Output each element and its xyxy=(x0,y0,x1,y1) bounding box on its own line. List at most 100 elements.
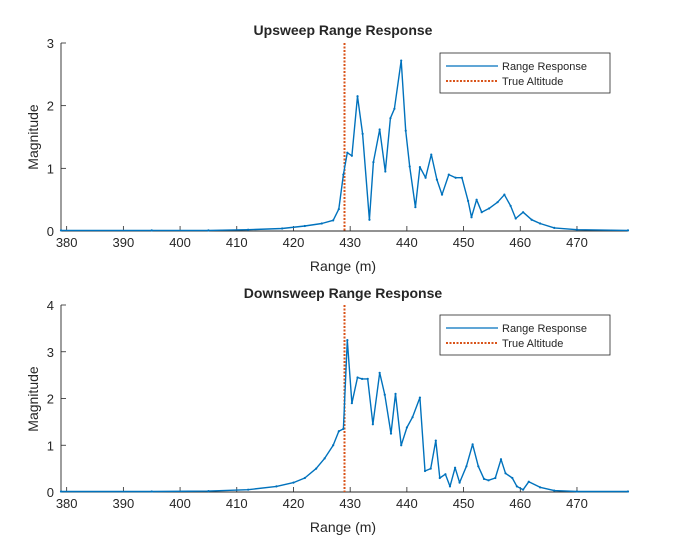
upsweep-range-response-point xyxy=(281,227,284,230)
downsweep-legend: Range Response True Altitude xyxy=(439,314,611,356)
downsweep-range-response-point xyxy=(337,430,340,433)
upsweep-range-response-point xyxy=(332,219,335,222)
downsweep-range-response-point xyxy=(444,473,447,476)
upsweep-range-response-point xyxy=(320,222,323,225)
upsweep-x-tick-label: 430 xyxy=(339,235,361,250)
downsweep-range-response-point xyxy=(346,338,349,342)
upsweep-x-tick-label: 400 xyxy=(169,235,191,250)
downsweep-range-response-point xyxy=(292,481,295,484)
upsweep-legend-box xyxy=(439,52,611,94)
upsweep-range-response-point xyxy=(503,193,506,196)
downsweep-range-response-point xyxy=(418,396,422,399)
downsweep-y-axis-label: Magnitude xyxy=(25,366,41,432)
downsweep-x-tick-label: 420 xyxy=(283,496,305,511)
downsweep-range-response-line xyxy=(61,339,628,493)
downsweep-range-response-point xyxy=(499,458,503,461)
downsweep-plot-area: 380 390 400 410 420 430 440 450 460 470 0 1 2 3 4 xyxy=(47,298,630,511)
upsweep-range-response-point xyxy=(440,193,444,196)
downsweep-range-response-point xyxy=(465,465,468,468)
downsweep-range-response-point xyxy=(575,490,579,493)
downsweep-range-response-point xyxy=(553,489,556,492)
downsweep-range-response-point xyxy=(487,479,490,482)
upsweep-range-response-point xyxy=(408,165,411,168)
downsweep-x-tick-label: 410 xyxy=(226,496,248,511)
upsweep-x-tick-label: 420 xyxy=(283,235,305,250)
downsweep-range-response-point xyxy=(303,476,306,480)
downsweep-x-axis-label: Range (m) xyxy=(310,519,376,535)
downsweep-range-response-point xyxy=(458,481,461,484)
downsweep-y-tick-label: 2 xyxy=(47,392,54,407)
downsweep-panel: Downsweep Range Response 380 390 400 410 420… xyxy=(25,285,630,535)
upsweep-range-response-point xyxy=(356,95,359,98)
downsweep-x-tick-label: 400 xyxy=(169,496,191,511)
upsweep-x-tick-label: 410 xyxy=(226,235,248,250)
downsweep-range-response-point xyxy=(438,476,441,480)
downsweep-range-response-point xyxy=(511,476,514,480)
upsweep-range-response-point xyxy=(467,199,470,203)
upsweep-legend-response-label: Range Response xyxy=(502,61,587,73)
upsweep-range-response-point xyxy=(496,201,499,204)
downsweep-range-response-point xyxy=(429,467,432,470)
upsweep-range-response-point xyxy=(626,229,630,232)
upsweep-x-tick-label: 450 xyxy=(453,235,475,250)
downsweep-range-response-point xyxy=(522,488,525,491)
upsweep-plot-area: 380 390 400 410 420 430 440 450 460 470 0 1 2 3 xyxy=(47,36,630,250)
downsweep-range-response-point xyxy=(350,402,353,405)
downsweep-title: Downsweep Range Response xyxy=(244,285,443,301)
upsweep-range-response-point xyxy=(454,176,457,179)
downsweep-range-response-point xyxy=(207,489,210,493)
upsweep-range-response-point xyxy=(553,226,556,229)
downsweep-range-response-point xyxy=(453,466,457,469)
upsweep-y-tick-label: 2 xyxy=(47,99,54,114)
upsweep-x-tick-label: 440 xyxy=(396,235,418,250)
downsweep-range-response-point xyxy=(383,393,386,396)
upsweep-range-response-point xyxy=(447,173,450,176)
downsweep-range-response-point xyxy=(394,392,397,395)
downsweep-range-response-point xyxy=(150,490,153,493)
downsweep-range-response-point xyxy=(527,480,530,483)
downsweep-legend-response-label: Range Response xyxy=(502,323,587,335)
upsweep-range-response-point xyxy=(150,229,153,232)
downsweep-range-response-point xyxy=(539,486,542,489)
downsweep-range-response-point xyxy=(275,485,278,488)
upsweep-legend-altitude-label: True Altitude xyxy=(502,76,563,88)
downsweep-range-response-point xyxy=(471,443,474,446)
upsweep-range-response-point xyxy=(418,165,422,169)
upsweep-range-response-point xyxy=(539,222,542,225)
downsweep-range-response-point xyxy=(315,467,318,470)
downsweep-range-response-point xyxy=(494,476,497,480)
upsweep-range-response-point xyxy=(303,224,306,228)
upsweep-range-response-point xyxy=(487,207,491,210)
upsweep-range-response-point xyxy=(470,216,473,219)
downsweep-x-tick-label: 450 xyxy=(453,496,475,511)
upsweep-range-response-point xyxy=(414,206,417,209)
upsweep-range-response-point xyxy=(384,170,387,173)
upsweep-range-response-point xyxy=(207,229,210,232)
upsweep-range-response-point xyxy=(480,211,483,214)
upsweep-y-tick-label: 0 xyxy=(47,224,54,239)
upsweep-range-response-point xyxy=(372,160,375,164)
upsweep-range-response-point xyxy=(522,211,525,214)
upsweep-y-axis-label: Magnitude xyxy=(25,104,41,170)
downsweep-y-tick-label: 0 xyxy=(47,485,54,500)
downsweep-range-response-point xyxy=(366,377,369,380)
upsweep-x-tick-label: 460 xyxy=(509,235,531,250)
upsweep-range-response-point xyxy=(435,178,439,181)
upsweep-range-response-point xyxy=(350,154,353,157)
downsweep-x-tick-label: 460 xyxy=(509,496,531,511)
upsweep-range-response-point xyxy=(424,176,427,179)
upsweep-range-response-point xyxy=(393,107,396,110)
upsweep-range-response-point xyxy=(575,228,579,231)
upsweep-x-axis-label: Range (m) xyxy=(310,258,376,274)
downsweep-y-tick-label: 3 xyxy=(47,345,54,360)
upsweep-range-response-point xyxy=(509,204,512,208)
downsweep-range-response-point xyxy=(360,377,364,380)
upsweep-range-response-point xyxy=(404,129,407,132)
downsweep-range-response-point xyxy=(504,472,507,475)
upsweep-range-response-point xyxy=(378,128,381,131)
upsweep-range-response-point xyxy=(514,217,517,220)
upsweep-range-response-point xyxy=(400,59,403,62)
upsweep-range-response-point xyxy=(460,176,463,179)
downsweep-range-response-point xyxy=(356,376,359,379)
downsweep-range-response-point xyxy=(515,485,518,488)
